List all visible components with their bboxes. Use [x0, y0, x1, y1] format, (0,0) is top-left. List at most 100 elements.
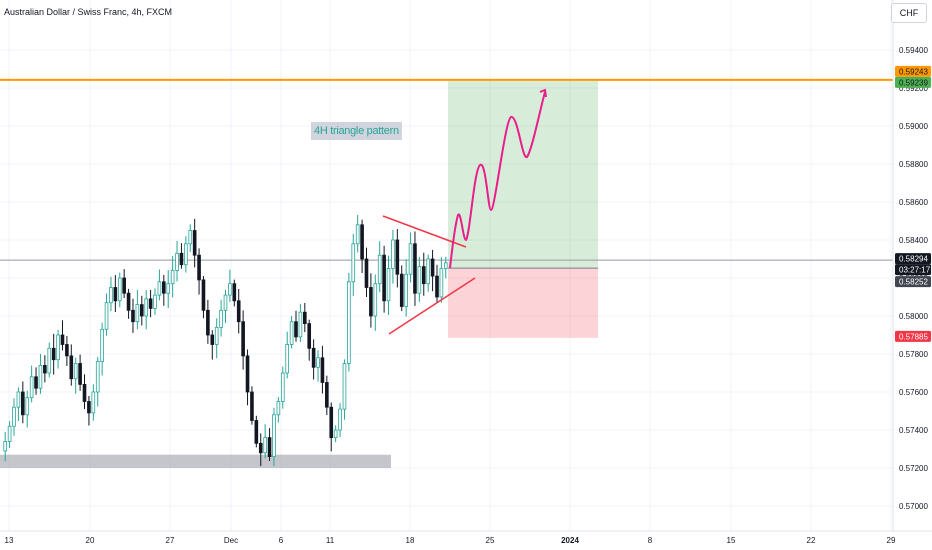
chart-drawings	[382, 88, 547, 335]
candle-body	[263, 437, 267, 454]
candle-body	[338, 408, 342, 431]
support-zone	[0, 454, 391, 468]
candle-body	[201, 279, 206, 311]
candle-body	[329, 406, 334, 439]
entry-price-tag-label: 0.58252	[899, 278, 928, 287]
candle-body	[12, 406, 16, 427]
target-price-tag	[895, 76, 931, 88]
candle-body	[280, 372, 285, 402]
candle-body	[382, 254, 386, 302]
y-tick-label: 0.57600	[899, 388, 928, 397]
candle-body	[285, 344, 289, 374]
x-tick-label: 15	[727, 536, 736, 545]
candle-body	[342, 363, 347, 410]
candle-body	[351, 243, 356, 283]
projection-arrowhead	[539, 88, 547, 98]
candle-body	[443, 262, 448, 269]
stop-price-tag-label: 0.57885	[899, 332, 928, 341]
candle-body	[65, 344, 69, 357]
y-tick-label: 0.58800	[899, 160, 928, 169]
pattern-annotation-label: 4H triangle pattern	[311, 122, 402, 140]
x-tick-label: 13	[5, 536, 14, 545]
current-price-tag-label: 0.58294	[899, 255, 928, 264]
candle-body	[104, 302, 109, 330]
y-tick-label: 0.57200	[899, 464, 928, 473]
x-tick-label: 29	[887, 536, 896, 545]
x-tick-label: 18	[406, 536, 415, 545]
candle-body	[267, 437, 272, 458]
candle-body	[241, 321, 245, 357]
chart-grid	[0, 0, 893, 531]
y-tick-label: 0.58600	[899, 198, 928, 207]
target-zone	[448, 80, 598, 269]
candle-body	[38, 364, 43, 389]
candle-body	[421, 266, 426, 285]
candlestick-series	[3, 214, 448, 467]
candle-body	[175, 252, 179, 271]
trade-zones	[0, 78, 893, 468]
candle-body	[95, 361, 100, 393]
candle-body	[399, 273, 404, 307]
x-tick-label: 20	[86, 536, 95, 545]
candle-body	[91, 391, 96, 414]
candle-body	[69, 355, 74, 380]
candle-body	[254, 420, 259, 444]
x-tick-label: 2024	[561, 536, 579, 545]
candle-body	[298, 311, 303, 338]
candle-body	[325, 382, 329, 408]
candle-body	[100, 328, 104, 362]
x-tick-label: 11	[326, 536, 335, 545]
triangle-upper-line	[382, 215, 467, 248]
candle-body	[122, 277, 126, 294]
candle-body	[347, 281, 351, 364]
candle-body	[157, 281, 162, 296]
candle-body	[294, 321, 298, 338]
candle-body	[373, 283, 378, 317]
candle-body	[113, 287, 118, 302]
y-tick-label: 0.57400	[899, 426, 928, 435]
countdown-tag-label: 03:27:17	[899, 266, 931, 275]
candle-body	[34, 376, 38, 389]
candle-body	[223, 294, 228, 311]
entry-price-tag	[895, 276, 931, 288]
candle-body	[210, 334, 215, 345]
candle-body	[228, 283, 232, 296]
candle-body	[320, 357, 325, 383]
candle-body	[360, 224, 364, 260]
candle-body	[47, 347, 52, 374]
current-price-tag	[895, 253, 931, 265]
candle-body	[131, 309, 135, 323]
candle-body	[184, 243, 188, 266]
candle-body	[289, 321, 294, 345]
x-tick-label: 8	[648, 536, 653, 545]
y-tick-label: 0.57800	[899, 350, 928, 359]
candle-body	[56, 334, 60, 361]
candle-body	[307, 323, 312, 349]
candle-body	[43, 364, 47, 374]
candle-body	[426, 258, 430, 285]
candle-body	[439, 268, 444, 298]
candle-body	[60, 334, 65, 345]
x-tick-label: 22	[807, 536, 816, 545]
currency-button[interactable]: CHF	[891, 3, 927, 23]
candle-body	[258, 442, 263, 454]
x-tick-label: 27	[166, 536, 175, 545]
x-tick-label: 6	[279, 536, 284, 545]
candle-body	[135, 304, 140, 323]
candle-body	[377, 254, 382, 285]
time-axis-labels: 13 20 27 Dec 6 11 18 25 2024 8 15 22 29	[5, 536, 896, 545]
candle-body	[232, 283, 237, 302]
candle-body	[355, 224, 360, 245]
candle-body	[435, 275, 439, 298]
candle-body	[250, 391, 254, 421]
candle-body	[276, 401, 281, 416]
candle-body	[369, 287, 373, 317]
candle-body	[192, 230, 197, 256]
candle-body	[408, 243, 413, 275]
candle-body	[16, 391, 21, 408]
candle-body	[197, 254, 201, 281]
candle-body	[126, 292, 131, 311]
candle-body	[391, 239, 395, 269]
price-axis-tags: 0.59243 0.59239 0.58294 03:27:17 0.58252 0.57…	[895, 65, 931, 342]
